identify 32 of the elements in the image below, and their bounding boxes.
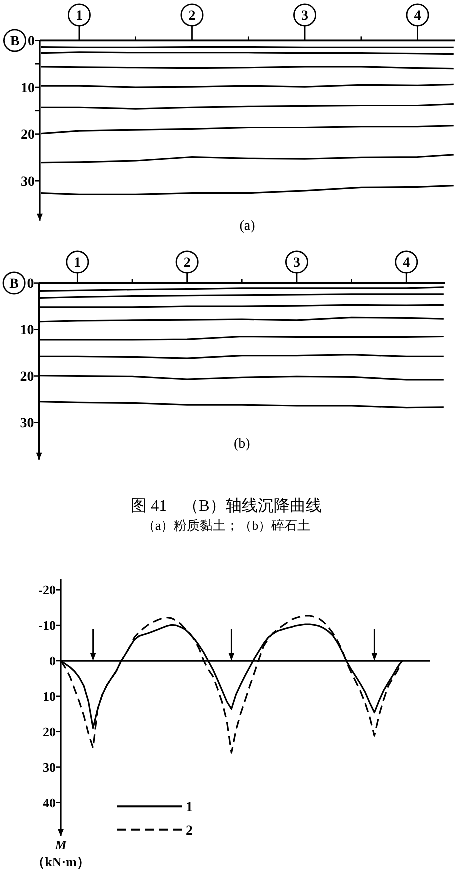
x-tick-label: 4 bbox=[414, 9, 422, 24]
y-tick-label: 10 bbox=[43, 688, 56, 704]
y-tick-label: 0 bbox=[28, 34, 35, 50]
x-tick-label: 1 bbox=[74, 256, 82, 272]
text: (b) bbox=[234, 437, 251, 452]
x-tick-label: 4 bbox=[403, 256, 410, 272]
y-tick-label: 30 bbox=[20, 416, 34, 432]
y-tick-label: 20 bbox=[43, 724, 56, 740]
x-axis-title: B bbox=[10, 277, 19, 292]
y-tick-label: 30 bbox=[21, 175, 35, 190]
y-tick-label: 10 bbox=[20, 324, 34, 339]
y-tick-label: 20 bbox=[21, 128, 35, 144]
y-axis-title: M （kN·m） bbox=[32, 837, 90, 870]
x-tick-label: 1 bbox=[76, 9, 83, 24]
x-tick-label: 3 bbox=[302, 9, 309, 24]
caption: 图 41 （B）轴线沉降曲线 bbox=[131, 496, 322, 515]
y-tick-label: -10 bbox=[38, 618, 56, 634]
y-tick-label: 0 bbox=[50, 654, 56, 669]
legend-label: 2 bbox=[186, 824, 193, 839]
legend-label: 1 bbox=[186, 800, 193, 816]
y-tick-label: -20 bbox=[38, 582, 56, 598]
y-tick-label: 40 bbox=[43, 795, 56, 810]
y-tick-label: 0 bbox=[27, 277, 34, 292]
x-tick-label: 3 bbox=[293, 256, 300, 272]
text: （a）粉质黏土；（b）碎石土 bbox=[142, 518, 311, 533]
y-tick-label: 10 bbox=[21, 81, 35, 96]
y-tick-label: 20 bbox=[20, 370, 34, 386]
x-axis-title: B bbox=[10, 34, 20, 50]
x-tick-label: 2 bbox=[184, 256, 191, 272]
y-tick-label: 30 bbox=[43, 760, 56, 775]
x-tick-label: 2 bbox=[188, 9, 196, 24]
text: (a) bbox=[240, 219, 256, 234]
